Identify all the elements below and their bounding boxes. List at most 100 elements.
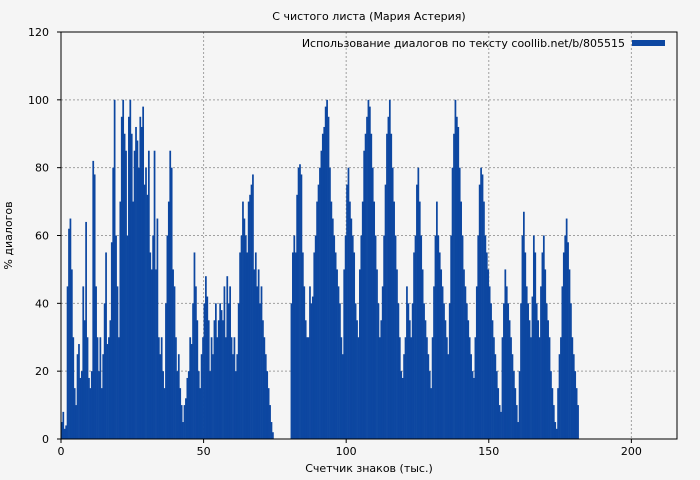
bar: [347, 167, 350, 440]
bar: [319, 167, 321, 440]
bar: [262, 320, 264, 439]
bar: [112, 167, 115, 440]
bar: [234, 371, 237, 439]
bar: [514, 388, 517, 440]
bar: [187, 371, 190, 439]
bar: [321, 133, 324, 439]
bar: [263, 337, 266, 439]
bar: [411, 303, 414, 439]
bar: [477, 235, 480, 439]
bar: [320, 150, 323, 439]
bar: [216, 337, 219, 439]
bar: [202, 337, 204, 439]
bar: [156, 218, 159, 439]
bar: [63, 428, 66, 439]
y-tick-label: 40: [35, 297, 49, 310]
bar: [189, 337, 192, 439]
bar: [72, 337, 75, 439]
bar: [85, 221, 87, 439]
bar: [426, 337, 428, 439]
bar: [92, 160, 95, 439]
bar: [337, 286, 340, 440]
bar: [169, 150, 172, 439]
bar: [123, 133, 126, 439]
bar: [366, 116, 368, 439]
bar: [62, 411, 65, 439]
bar: [490, 303, 492, 439]
bar: [555, 428, 558, 439]
bar: [551, 388, 554, 440]
bar: [387, 116, 390, 439]
bar: [336, 269, 338, 439]
bar: [253, 269, 256, 439]
y-tick-label: 60: [35, 230, 49, 243]
bar: [150, 269, 153, 439]
bar: [142, 106, 145, 440]
bar: [571, 337, 574, 439]
bar: [183, 405, 186, 439]
bar: [557, 388, 559, 440]
bar: [394, 235, 397, 439]
bar: [565, 218, 568, 439]
bar: [528, 320, 531, 439]
bar: [177, 354, 180, 439]
bar: [423, 303, 425, 439]
bar: [133, 150, 136, 439]
bar: [540, 286, 542, 440]
bar: [535, 303, 538, 439]
bar: [199, 388, 202, 440]
bar: [264, 354, 267, 439]
bar: [186, 377, 189, 439]
bar: [86, 337, 89, 439]
bar: [203, 303, 206, 439]
bar: [329, 167, 331, 440]
bar: [147, 150, 150, 439]
bar: [333, 235, 336, 439]
bar: [185, 398, 187, 439]
bar: [192, 303, 194, 439]
bar: [498, 405, 501, 439]
bar: [299, 164, 301, 439]
bar: [351, 235, 354, 439]
bar: [116, 286, 119, 440]
bar: [436, 201, 438, 439]
bar: [167, 201, 170, 439]
bar: [416, 184, 418, 440]
bar: [152, 235, 154, 439]
bar: [65, 425, 68, 439]
bar: [222, 320, 224, 439]
bar: [145, 167, 147, 440]
bar: [190, 344, 193, 439]
bar: [427, 354, 430, 439]
bar: [349, 201, 351, 439]
bar: [443, 303, 445, 439]
bar: [377, 303, 380, 439]
y-tick-label: 80: [35, 162, 49, 175]
bar: [232, 354, 234, 439]
bar: [239, 252, 241, 439]
legend-label: Использование диалогов по тексту coollib…: [302, 37, 625, 50]
bar: [196, 320, 199, 439]
bar: [450, 235, 453, 439]
bar: [294, 252, 297, 439]
bar: [397, 303, 400, 439]
bar: [414, 235, 417, 439]
bar: [219, 303, 222, 439]
bar: [370, 133, 373, 439]
bar: [69, 218, 72, 439]
bar: [331, 218, 334, 439]
bar: [483, 201, 485, 439]
bar: [510, 337, 512, 439]
bar: [313, 252, 316, 439]
x-tick-label: 0: [58, 445, 65, 458]
bar: [290, 303, 293, 439]
bar: [500, 411, 502, 439]
bar: [270, 422, 273, 439]
bar: [103, 303, 106, 439]
bar: [334, 252, 337, 439]
bar: [106, 344, 109, 439]
bar: [246, 252, 249, 439]
bar: [513, 371, 515, 439]
bar: [517, 422, 520, 439]
bar: [259, 303, 261, 439]
